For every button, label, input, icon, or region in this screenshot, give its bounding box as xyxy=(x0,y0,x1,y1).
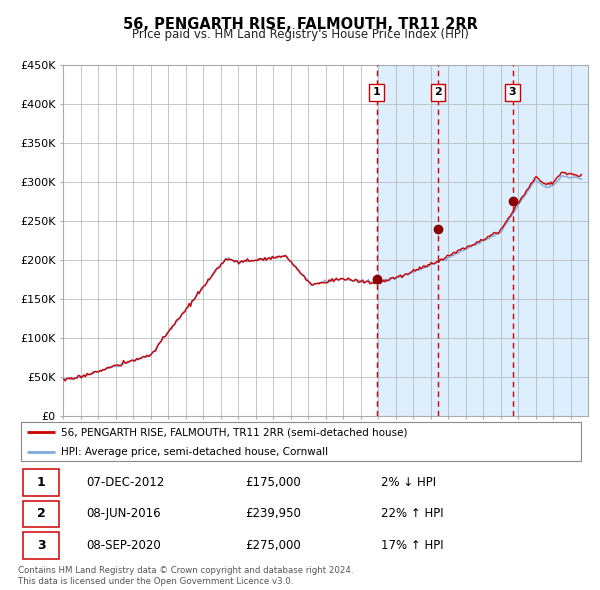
FancyBboxPatch shape xyxy=(23,469,59,496)
Text: 1: 1 xyxy=(373,87,380,97)
Text: 56, PENGARTH RISE, FALMOUTH, TR11 2RR: 56, PENGARTH RISE, FALMOUTH, TR11 2RR xyxy=(122,17,478,31)
Text: 22% ↑ HPI: 22% ↑ HPI xyxy=(381,507,443,520)
Text: 08-SEP-2020: 08-SEP-2020 xyxy=(86,539,161,552)
Text: 2% ↓ HPI: 2% ↓ HPI xyxy=(381,476,436,489)
Text: 1: 1 xyxy=(37,476,46,489)
Text: 08-JUN-2016: 08-JUN-2016 xyxy=(86,507,161,520)
Text: 07-DEC-2012: 07-DEC-2012 xyxy=(86,476,164,489)
Text: 17% ↑ HPI: 17% ↑ HPI xyxy=(381,539,443,552)
Text: This data is licensed under the Open Government Licence v3.0.: This data is licensed under the Open Gov… xyxy=(18,577,293,586)
Text: 2: 2 xyxy=(37,507,46,520)
Text: 56, PENGARTH RISE, FALMOUTH, TR11 2RR (semi-detached house): 56, PENGARTH RISE, FALMOUTH, TR11 2RR (s… xyxy=(61,427,407,437)
Text: HPI: Average price, semi-detached house, Cornwall: HPI: Average price, semi-detached house,… xyxy=(61,447,328,457)
Text: £239,950: £239,950 xyxy=(245,507,301,520)
Text: Price paid vs. HM Land Registry's House Price Index (HPI): Price paid vs. HM Land Registry's House … xyxy=(131,28,469,41)
Text: 3: 3 xyxy=(37,539,46,552)
FancyBboxPatch shape xyxy=(21,422,581,461)
Text: Contains HM Land Registry data © Crown copyright and database right 2024.: Contains HM Land Registry data © Crown c… xyxy=(18,566,353,575)
Text: 3: 3 xyxy=(509,87,517,97)
Text: 2: 2 xyxy=(434,87,442,97)
Text: £275,000: £275,000 xyxy=(245,539,301,552)
Text: £175,000: £175,000 xyxy=(245,476,301,489)
FancyBboxPatch shape xyxy=(23,500,59,527)
Bar xyxy=(377,65,588,416)
FancyBboxPatch shape xyxy=(23,532,59,559)
